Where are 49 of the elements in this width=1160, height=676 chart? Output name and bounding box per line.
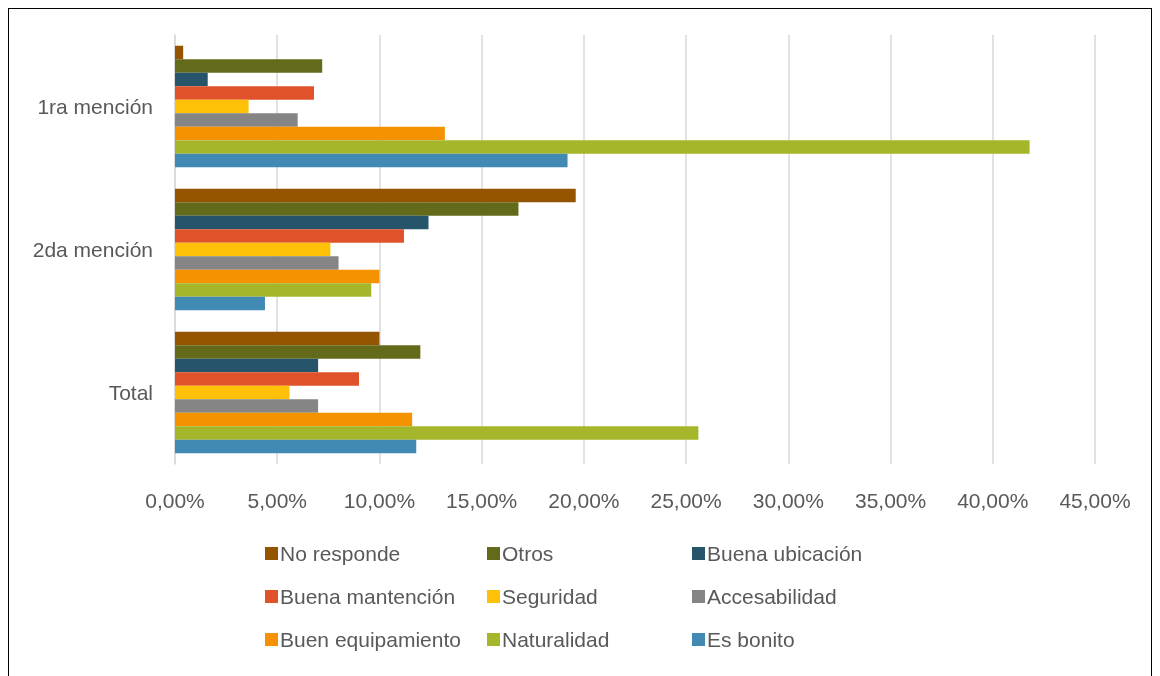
x-tick-label: 25,00% xyxy=(650,489,722,512)
y-tick-label: 2da mención xyxy=(32,238,153,261)
bar xyxy=(175,86,315,100)
bar xyxy=(175,331,380,346)
bar xyxy=(175,399,319,413)
bar xyxy=(175,202,519,216)
legend-label: Accesabilidad xyxy=(707,585,837,608)
legend-label: No responde xyxy=(280,542,401,565)
bar xyxy=(175,283,372,297)
x-tick-label: 20,00% xyxy=(548,489,620,512)
bar xyxy=(175,113,298,127)
legend-label: Buena ubicación xyxy=(707,542,863,565)
bar xyxy=(175,72,208,87)
bar xyxy=(175,385,290,400)
bar xyxy=(175,188,576,203)
bar xyxy=(175,59,323,73)
legend-label: Seguridad xyxy=(502,585,598,608)
legend-label: Buena mantención xyxy=(280,585,456,608)
bar xyxy=(175,412,413,427)
bar xyxy=(175,358,319,373)
x-tick-label: 35,00% xyxy=(854,489,927,512)
bar xyxy=(175,269,380,284)
bar xyxy=(175,45,184,60)
y-tick-label: Total xyxy=(108,381,153,404)
bar xyxy=(175,256,339,270)
bar xyxy=(175,99,249,114)
bar xyxy=(175,439,417,454)
bar xyxy=(175,426,699,440)
legend-label: Es bonito xyxy=(707,628,795,651)
x-tick-label: 15,00% xyxy=(446,489,518,512)
bar xyxy=(175,153,568,168)
bar xyxy=(175,126,445,141)
x-tick-label: 0,00% xyxy=(145,489,205,512)
y-tick-label: 1ra mención xyxy=(37,95,153,118)
legend-label: Naturalidad xyxy=(502,628,610,651)
x-tick-label: 30,00% xyxy=(752,489,824,512)
bar xyxy=(175,242,331,257)
x-tick-label: 45,00% xyxy=(1059,489,1131,512)
legend-label: Buen equipamiento xyxy=(280,628,461,651)
legend-label: Otros xyxy=(502,542,554,565)
x-tick-label: 10,00% xyxy=(343,489,416,512)
x-tick-label: 40,00% xyxy=(957,489,1029,512)
x-tick-label: 5,00% xyxy=(247,489,307,512)
bar xyxy=(175,296,265,311)
bar xyxy=(175,229,404,243)
bar xyxy=(175,215,429,230)
bar xyxy=(175,140,1030,154)
bar xyxy=(175,345,421,359)
bar xyxy=(175,372,359,386)
